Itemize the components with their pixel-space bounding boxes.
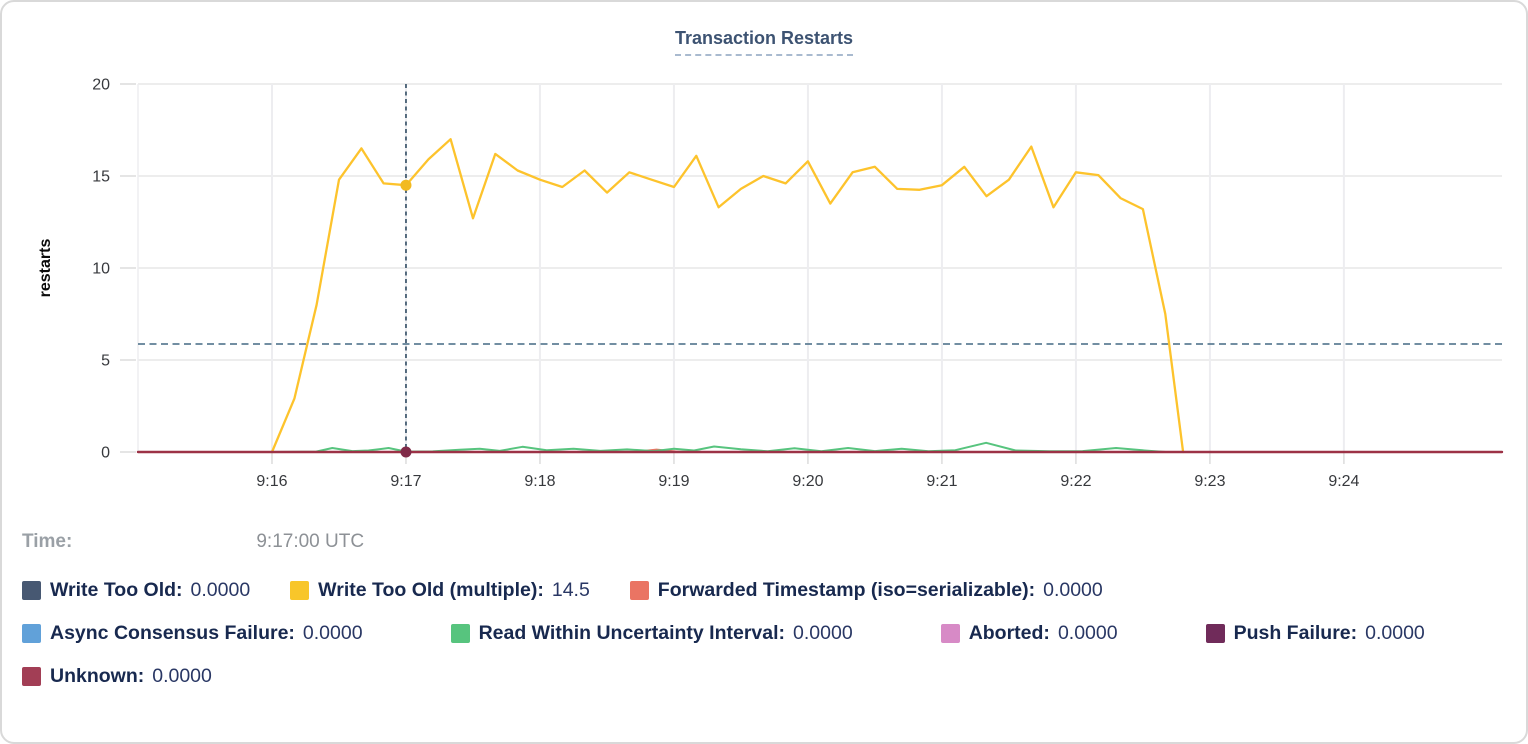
chart-title[interactable]: Transaction Restarts [674, 28, 854, 56]
chart-region: Transaction Restarts 0 5 10 15 20 9:16 9:17 9:1… [2, 2, 1526, 517]
legend-swatch-icon [1205, 624, 1225, 643]
svg-text:9:21: 9:21 [926, 473, 957, 490]
svg-text:9:22: 9:22 [1060, 473, 1091, 490]
legend-label: Async Consensus Failure: [50, 622, 295, 644]
time-label: Time: [22, 531, 73, 552]
svg-text:15: 15 [92, 169, 110, 186]
legend-row: Unknown: 0.0000 [22, 665, 1506, 688]
legend-swatch-icon [290, 581, 310, 600]
svg-text:9:23: 9:23 [1194, 473, 1225, 490]
svg-text:0: 0 [101, 445, 110, 462]
hover-point [400, 446, 412, 458]
legend-value: 0.0000 [793, 622, 853, 644]
legend-value: 0.0000 [1043, 579, 1103, 601]
legend-label: Unknown: [50, 665, 145, 687]
legend-value: 0.0000 [302, 622, 363, 644]
legend-swatch-icon [940, 624, 960, 643]
legend-item-push-failure: Push Failure: 0.0000 [1205, 622, 1425, 645]
svg-text:9:18: 9:18 [524, 473, 555, 490]
svg-text:9:20: 9:20 [792, 473, 823, 490]
axis-labels: 0 5 10 15 20 9:16 9:17 9:18 9:19 9:20 9:21 9:22 9:23… [37, 77, 1360, 491]
hover-point [400, 179, 412, 191]
legend-label: Aborted: [968, 622, 1050, 644]
legend-swatch-icon [629, 581, 649, 600]
legend: Write Too Old: 0.0000 Write Too Old (multi… [22, 579, 1506, 688]
gridlines [137, 83, 1502, 453]
axis-ticks [120, 83, 1345, 464]
legend-row: Write Too Old: 0.0000 Write Too Old (multi… [22, 579, 1506, 602]
legend-label: Forwarded Timestamp (iso=serializable): [657, 579, 1036, 601]
svg-text:5: 5 [101, 353, 110, 370]
svg-text:9:19: 9:19 [658, 473, 689, 490]
svg-text:20: 20 [92, 77, 110, 94]
time-value: 9:17:00 UTC [256, 531, 365, 552]
legend-label: Write Too Old (multiple): [318, 579, 544, 601]
legend-value: 0.0000 [1057, 622, 1118, 644]
legend-item-forwarded-timestamp: Forwarded Timestamp (iso=serializable): 0… [629, 579, 1103, 602]
svg-text:9:16: 9:16 [256, 473, 287, 490]
series-write-too-old-multiple- [270, 138, 1185, 454]
legend-swatch-icon [22, 581, 41, 600]
legend-item-async-consensus-failure: Async Consensus Failure: 0.0000 [22, 622, 363, 645]
legend-label: Write Too Old: [50, 579, 183, 601]
legend-value: 0.0000 [1365, 622, 1425, 644]
y-axis-title: restarts [37, 239, 54, 298]
hover-time-row: Time: 9:17:00 UTC [22, 531, 1526, 553]
legend-value: 14.5 [551, 579, 590, 601]
legend-row: Async Consensus Failure: 0.0000 Read Withi… [22, 622, 1506, 645]
legend-swatch-icon [450, 624, 470, 643]
svg-text:10: 10 [92, 261, 110, 278]
legend-item-unknown: Unknown: 0.0000 [22, 665, 212, 688]
legend-label: Push Failure: [1233, 622, 1358, 644]
legend-swatch-icon [22, 667, 41, 686]
legend-value: 0.0000 [190, 579, 251, 601]
legend-item-write-too-old-multiple: Write Too Old (multiple): 14.5 [290, 579, 590, 602]
transaction-restarts-chart[interactable]: 0 5 10 15 20 9:16 9:17 9:18 9:19 9:20 9:21 9:22 9:23… [2, 2, 1528, 517]
crosshair [400, 84, 412, 458]
svg-text:9:24: 9:24 [1328, 473, 1359, 490]
svg-text:9:17: 9:17 [390, 473, 421, 490]
legend-item-read-within-uncertainty-interval: Read Within Uncertainty Interval: 0.0000 [450, 622, 853, 645]
legend-item-aborted: Aborted: 0.0000 [940, 622, 1118, 645]
legend-label: Read Within Uncertainty Interval: [478, 622, 786, 644]
legend-item-write-too-old: Write Too Old: 0.0000 [22, 579, 250, 602]
legend-swatch-icon [22, 624, 41, 643]
legend-value: 0.0000 [152, 665, 212, 687]
series-lines [136, 138, 1504, 454]
chart-title-box: Transaction Restarts [2, 28, 1526, 56]
